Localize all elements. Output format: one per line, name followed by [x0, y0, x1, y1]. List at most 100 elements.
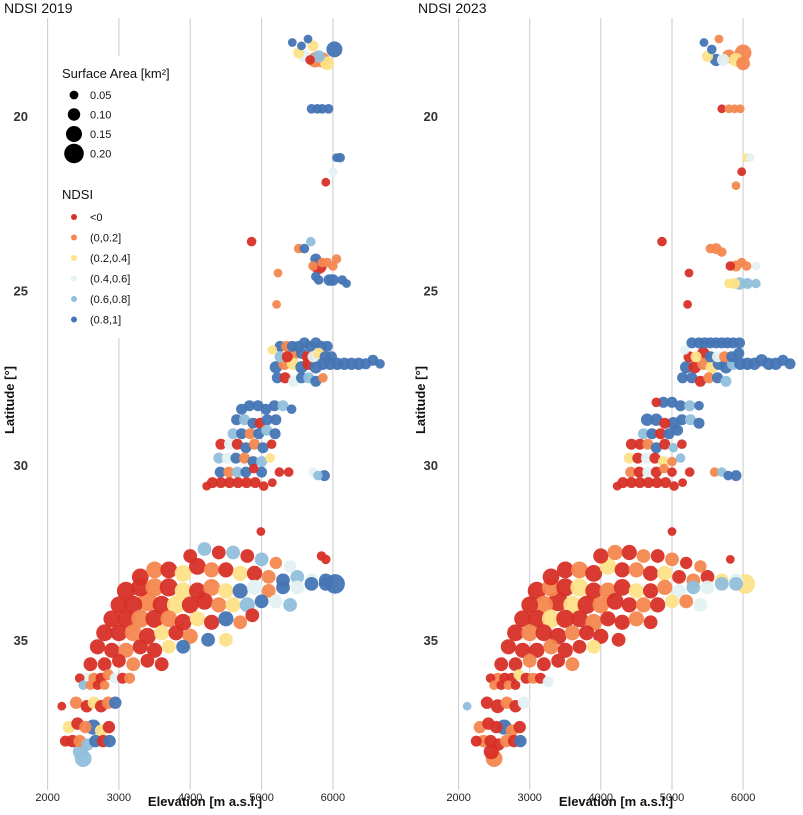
data-point — [521, 596, 539, 614]
data-point — [269, 594, 283, 609]
data-point — [571, 561, 588, 579]
data-point — [160, 561, 178, 579]
data-point — [256, 456, 268, 468]
data-point — [551, 653, 565, 668]
data-point — [258, 481, 269, 491]
data-point — [85, 680, 96, 690]
legend-color-label: (0.8,1] — [90, 315, 121, 327]
y-tick-label: 30 — [424, 458, 438, 473]
data-point — [218, 583, 234, 599]
data-point — [321, 554, 331, 565]
data-point — [342, 279, 351, 288]
data-point — [462, 701, 472, 711]
data-point — [714, 34, 724, 44]
y-tick-label: 30 — [14, 458, 28, 473]
data-point — [579, 625, 595, 641]
data-point — [659, 463, 669, 474]
data-point — [514, 734, 527, 748]
data-point — [725, 555, 735, 564]
data-point — [725, 261, 736, 271]
data-point — [720, 375, 732, 387]
data-point — [517, 696, 531, 709]
y-tick-label: 25 — [14, 284, 28, 299]
data-point — [470, 735, 482, 747]
data-point — [225, 597, 241, 613]
data-point — [166, 595, 186, 615]
data-point — [665, 594, 679, 609]
legend-size-label: 0.15 — [90, 129, 111, 141]
data-point — [203, 579, 221, 596]
data-point — [240, 442, 252, 454]
x-tick-label: 2000 — [446, 792, 470, 804]
x-tick-label: 3000 — [517, 792, 541, 804]
data-point — [643, 615, 658, 630]
data-point — [723, 470, 733, 481]
data-point — [281, 351, 293, 363]
y-tick-label: 25 — [424, 284, 438, 299]
data-point — [176, 639, 191, 654]
data-point — [613, 579, 631, 596]
data-point — [221, 452, 233, 464]
panel-title: NDSI 2019 — [4, 0, 73, 16]
data-point — [211, 597, 227, 613]
data-point — [684, 467, 695, 477]
data-point — [218, 611, 234, 627]
data-point — [244, 400, 255, 412]
data-point — [628, 583, 645, 599]
data-point — [621, 544, 637, 561]
data-point — [96, 624, 113, 642]
data-point — [784, 358, 796, 370]
data-point — [534, 595, 554, 615]
data-point — [751, 278, 761, 289]
data-point — [714, 577, 729, 591]
data-point — [268, 400, 280, 412]
data-point — [705, 243, 716, 254]
data-point — [535, 624, 553, 642]
data-point — [745, 153, 755, 163]
data-point — [657, 396, 669, 408]
data-point — [240, 466, 252, 478]
data-point — [145, 609, 164, 628]
data-point — [140, 653, 155, 668]
data-point — [256, 466, 268, 478]
data-point — [659, 417, 671, 429]
data-point — [261, 414, 273, 426]
data-point — [112, 653, 126, 668]
data-point — [104, 642, 120, 658]
data-point — [97, 657, 112, 672]
data-point — [261, 584, 276, 598]
data-point — [219, 632, 233, 647]
data-point — [326, 351, 337, 363]
data-point — [232, 583, 248, 599]
data-point — [668, 442, 679, 453]
data-point — [667, 467, 677, 477]
data-point — [730, 470, 742, 482]
data-point — [515, 642, 531, 658]
data-point — [510, 680, 521, 690]
data-point — [503, 680, 514, 690]
data-point — [124, 672, 136, 684]
data-point — [261, 570, 276, 584]
data-point — [700, 580, 715, 595]
data-point — [116, 609, 136, 628]
data-point — [507, 624, 524, 642]
data-point — [103, 734, 116, 748]
data-point — [154, 657, 169, 672]
data-point — [230, 452, 242, 464]
data-point — [541, 609, 561, 628]
data-point — [313, 470, 323, 481]
data-point — [265, 453, 275, 463]
data-point — [684, 268, 694, 278]
data-point — [307, 40, 319, 52]
data-point — [232, 565, 248, 582]
data-point — [202, 481, 212, 491]
data-point — [585, 565, 603, 582]
data-point — [131, 568, 149, 586]
legend-size-marker — [64, 143, 84, 164]
data-point — [246, 236, 257, 247]
data-point — [213, 452, 225, 464]
data-point — [328, 167, 338, 177]
data-point — [197, 542, 212, 556]
data-point — [680, 556, 693, 570]
data-point — [646, 428, 658, 440]
